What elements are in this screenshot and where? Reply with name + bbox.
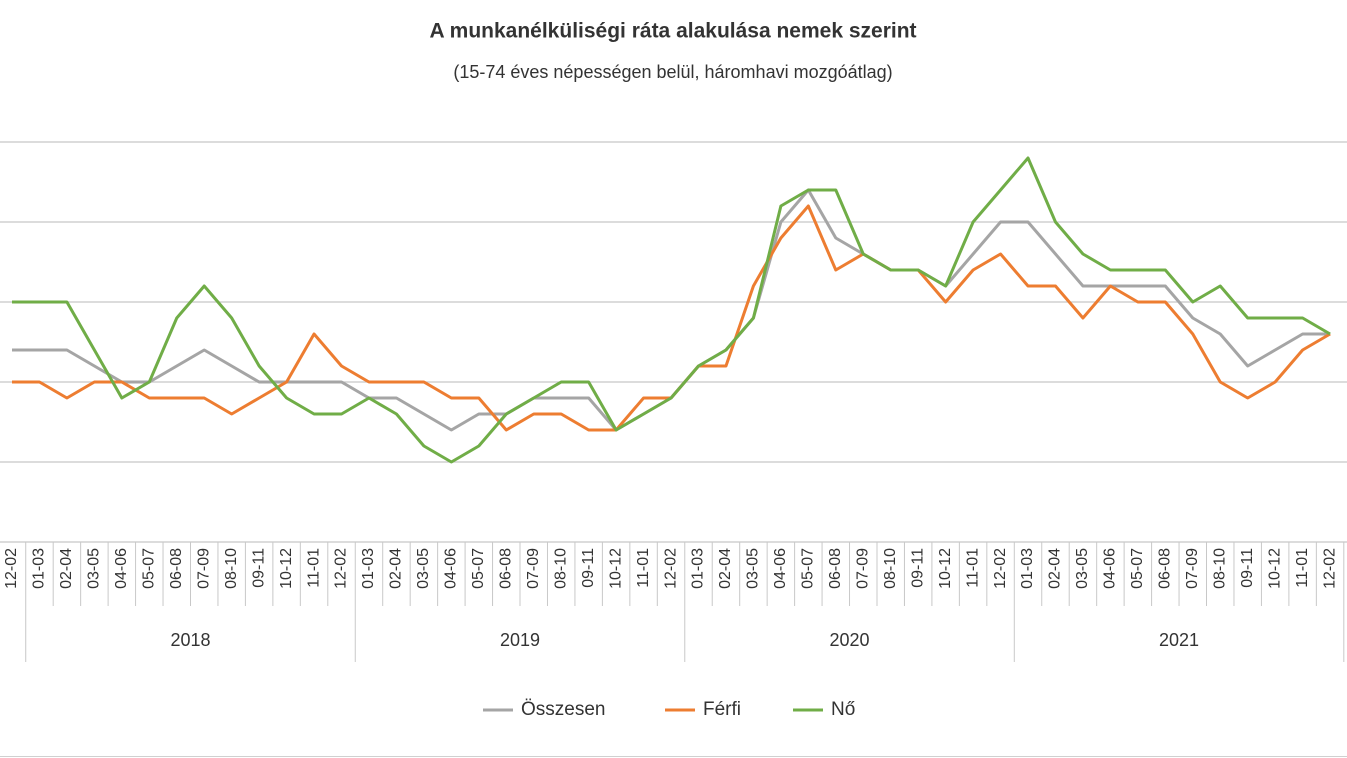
x-tick-label: 12-02 [1321, 548, 1338, 589]
x-tick-label: 03-05 [415, 548, 432, 589]
x-tick-label: 08-10 [223, 548, 240, 589]
x-tick-label: 11-01 [964, 548, 981, 588]
x-tick-label: 04-06 [113, 548, 130, 589]
x-group-label: 2019 [500, 630, 540, 650]
x-tick-label: 08-10 [1211, 548, 1228, 589]
x-tick-label: 12-02 [992, 548, 1009, 589]
chart-title: A munkanélküliségi ráta alakulása nemek … [429, 20, 916, 43]
x-tick-label: 01-03 [1019, 548, 1036, 589]
x-group-label: 2018 [170, 630, 210, 650]
legend-label: Nő [831, 699, 855, 720]
series-line [12, 156, 1331, 464]
x-tick-label: 03-05 [745, 548, 762, 589]
x-tick-label: 05-07 [800, 548, 817, 589]
x-tick-label: 02-04 [388, 548, 405, 589]
x-tick-label: 09-11 [580, 548, 597, 588]
x-group-label: 2020 [830, 630, 870, 650]
x-tick-label: 08-10 [882, 548, 899, 589]
x-tick-label: 07-09 [854, 548, 871, 589]
x-tick-label: 06-08 [168, 548, 185, 589]
x-tick-label: 05-07 [141, 548, 158, 589]
x-tick-label: 11-01 [635, 548, 652, 588]
x-tick-label: 10-12 [937, 548, 954, 589]
x-tick-label: 12-02 [333, 548, 350, 589]
x-tick-label: 02-04 [58, 548, 75, 589]
x-tick-label: 01-03 [690, 548, 707, 589]
x-tick-label: 03-05 [1074, 548, 1091, 589]
x-tick-label: 07-09 [525, 548, 542, 589]
x-tick-label: 01-03 [360, 548, 377, 589]
x-tick-label: 12-02 [662, 548, 679, 589]
x-tick-label: 11-01 [305, 548, 322, 588]
x-tick-label: 03-05 [86, 548, 103, 589]
x-group-label: 2021 [1159, 630, 1199, 650]
x-tick-label: 12-02 [3, 548, 20, 589]
x-tick-label: 02-04 [1047, 548, 1064, 589]
x-tick-label: 06-08 [497, 548, 514, 589]
x-tick-label: 05-07 [1129, 548, 1146, 589]
x-tick-label: 04-06 [1102, 548, 1119, 589]
chart-subtitle: (15-74 éves népességen belül, háromhavi … [453, 62, 892, 82]
x-tick-label: 04-06 [443, 548, 460, 589]
x-tick-label: 09-11 [909, 548, 926, 588]
x-tick-label: 06-08 [827, 548, 844, 589]
x-tick-label: 07-09 [1184, 548, 1201, 589]
x-tick-label: 02-04 [717, 548, 734, 589]
x-tick-label: 10-12 [1266, 548, 1283, 589]
x-tick-label: 11-01 [1294, 548, 1311, 588]
x-tick-label: 06-08 [1157, 548, 1174, 589]
x-tick-label: 05-07 [470, 548, 487, 589]
legend-label: Férfi [703, 699, 741, 720]
x-tick-label: 08-10 [552, 548, 569, 589]
x-tick-label: 01-03 [31, 548, 48, 589]
legend-label: Összesen [521, 699, 605, 720]
x-tick-label: 10-12 [278, 548, 295, 589]
x-tick-label: 10-12 [607, 548, 624, 589]
x-tick-label: 09-11 [250, 548, 267, 588]
x-tick-label: 07-09 [195, 548, 212, 589]
x-tick-label: 09-11 [1239, 548, 1256, 588]
x-tick-label: 04-06 [772, 548, 789, 589]
